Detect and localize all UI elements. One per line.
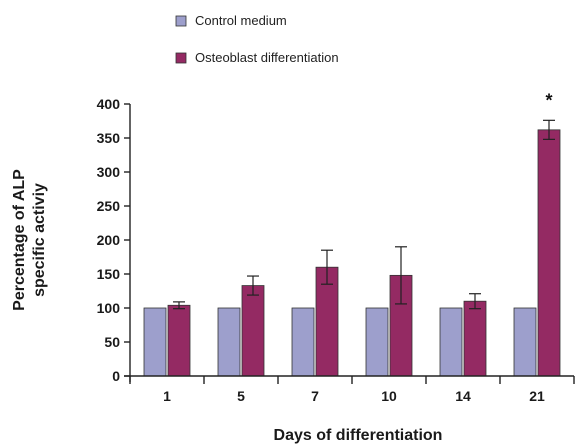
bar-control-14: [439, 307, 463, 377]
legend: Control medium Osteoblast differentiation: [175, 13, 339, 65]
y-tick-label: 200: [97, 232, 121, 248]
bar-osteo-1: [167, 304, 191, 377]
y-axis-title: Percentage of ALP specific activiy: [11, 169, 48, 311]
bar-control-5: [217, 307, 241, 377]
y-tick-label: 350: [97, 130, 121, 146]
x-tick-label-14: 14: [455, 388, 471, 404]
bar-control-7: [291, 307, 315, 377]
y-tick-label: 300: [97, 164, 121, 180]
x-tick-label-5: 5: [237, 388, 245, 404]
x-axis-title: Days of differentiation: [274, 427, 443, 444]
x-tick-label-10: 10: [381, 388, 397, 404]
y-tick-label: 400: [97, 96, 121, 112]
bar-control-10: [365, 307, 389, 377]
x-tick-label-7: 7: [311, 388, 319, 404]
y-axis: 0 50 100 150 200 250 300 350 400: [97, 96, 131, 384]
y-axis-title-line-1: specific activiy: [31, 183, 48, 297]
y-tick-label: 100: [97, 300, 121, 316]
bar-osteo-21: [537, 129, 561, 377]
bars: *: [143, 90, 561, 377]
bar-osteo-14: [463, 300, 487, 377]
bar-control-1: [143, 307, 167, 377]
y-tick-label: 50: [104, 334, 120, 350]
legend-swatch-0: [175, 15, 187, 27]
x-tick-label-1: 1: [163, 388, 171, 404]
legend-label-1: Osteoblast differentiation: [195, 50, 339, 65]
y-tick-label: 250: [97, 198, 121, 214]
legend-label-0: Control medium: [195, 13, 287, 28]
bar-osteo-5: [241, 285, 265, 377]
significance-annotation-0: *: [545, 90, 552, 110]
y-tick-label: 0: [112, 368, 120, 384]
x-tick-label-21: 21: [529, 388, 545, 404]
y-axis-title-line-0: Percentage of ALP: [11, 169, 28, 311]
y-tick-label: 150: [97, 266, 121, 282]
bar-control-21: [513, 307, 537, 377]
x-axis: 1 5 7 10 14 21: [124, 375, 575, 404]
legend-swatch-1: [175, 52, 187, 64]
